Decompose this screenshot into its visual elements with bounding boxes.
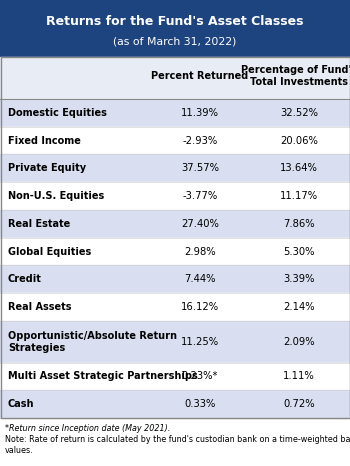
Text: Real Assets: Real Assets bbox=[8, 302, 71, 312]
Text: Credit: Credit bbox=[8, 274, 42, 284]
Text: -3.77%: -3.77% bbox=[182, 191, 218, 201]
Bar bbox=[0, 127, 350, 154]
Text: Real Estate: Real Estate bbox=[8, 219, 70, 229]
Text: 7.86%: 7.86% bbox=[283, 219, 315, 229]
Text: 7.44%: 7.44% bbox=[184, 274, 216, 284]
Text: Multi Asset Strategic Partnerships: Multi Asset Strategic Partnerships bbox=[8, 371, 198, 381]
Text: 2.98%: 2.98% bbox=[184, 247, 216, 257]
Bar bbox=[0, 0, 350, 57]
Text: Opportunistic/Absolute Return
Strategies: Opportunistic/Absolute Return Strategies bbox=[8, 330, 177, 353]
Text: 0.72%: 0.72% bbox=[283, 399, 315, 409]
Text: 0.33%: 0.33% bbox=[184, 399, 216, 409]
Text: Private Equity: Private Equity bbox=[8, 164, 86, 173]
Text: Returns for the Fund's Asset Classes: Returns for the Fund's Asset Classes bbox=[46, 15, 304, 28]
Text: 32.52%: 32.52% bbox=[280, 108, 318, 118]
Bar bbox=[0, 57, 350, 99]
Bar bbox=[0, 238, 350, 266]
Text: 3.39%: 3.39% bbox=[283, 274, 315, 284]
Bar bbox=[0, 390, 350, 418]
Text: 11.39%: 11.39% bbox=[181, 108, 219, 118]
Bar bbox=[0, 154, 350, 182]
Bar bbox=[0, 363, 350, 390]
Text: 0.23%*: 0.23%* bbox=[182, 371, 218, 381]
Text: Fixed Income: Fixed Income bbox=[8, 136, 81, 145]
Text: (as of March 31, 2022): (as of March 31, 2022) bbox=[113, 36, 237, 46]
Text: 2.09%: 2.09% bbox=[283, 337, 315, 347]
Text: 11.17%: 11.17% bbox=[280, 191, 318, 201]
Text: 1.11%: 1.11% bbox=[283, 371, 315, 381]
Text: Percentage of Fund's
Total Investments: Percentage of Fund's Total Investments bbox=[241, 65, 350, 88]
Bar bbox=[0, 182, 350, 210]
Text: Cash: Cash bbox=[8, 399, 35, 409]
Bar bbox=[0, 210, 350, 238]
Bar bbox=[0, 321, 350, 363]
Text: 37.57%: 37.57% bbox=[181, 164, 219, 173]
Bar bbox=[0, 99, 350, 127]
Bar bbox=[0, 293, 350, 321]
Text: 13.64%: 13.64% bbox=[280, 164, 318, 173]
Bar bbox=[0, 57, 350, 418]
Text: Note: Rate of return is calculated by the fund's custodian bank on a time-weight: Note: Rate of return is calculated by th… bbox=[5, 435, 350, 455]
Text: 2.14%: 2.14% bbox=[283, 302, 315, 312]
Text: -2.93%: -2.93% bbox=[182, 136, 218, 145]
Text: 27.40%: 27.40% bbox=[181, 219, 219, 229]
Bar bbox=[0, 266, 350, 293]
Text: Domestic Equities: Domestic Equities bbox=[8, 108, 107, 118]
Text: *Return since Inception date (May 2021).: *Return since Inception date (May 2021). bbox=[5, 424, 170, 433]
Text: Global Equities: Global Equities bbox=[8, 247, 91, 257]
Text: 11.25%: 11.25% bbox=[181, 337, 219, 347]
Text: 16.12%: 16.12% bbox=[181, 302, 219, 312]
Text: Percent Returned: Percent Returned bbox=[151, 71, 248, 81]
Text: 20.06%: 20.06% bbox=[280, 136, 318, 145]
Text: Non-U.S. Equities: Non-U.S. Equities bbox=[8, 191, 104, 201]
Text: 5.30%: 5.30% bbox=[283, 247, 315, 257]
